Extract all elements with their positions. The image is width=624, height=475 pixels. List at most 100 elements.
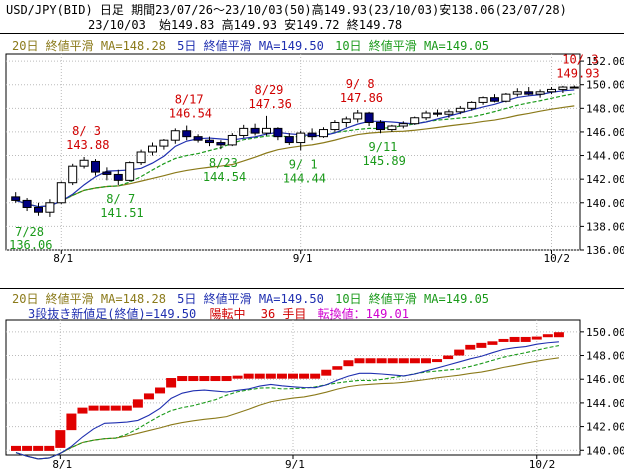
candle-body [170, 130, 180, 141]
tlb-brick-up [498, 338, 509, 342]
candle-body [433, 112, 442, 115]
tlb-brick-up [531, 336, 542, 340]
annotation-date: 8/17 [175, 93, 204, 107]
candle-body [11, 196, 21, 201]
tlb-brick-hold [299, 373, 310, 379]
tlb-brick-up [332, 366, 343, 370]
candle-body [319, 129, 328, 138]
tlb-brick-up [143, 393, 154, 400]
tlb-brick-hold [188, 376, 199, 382]
candle-body [353, 112, 363, 120]
candle-body [467, 101, 477, 109]
price-plot-frame [5, 53, 581, 251]
tlb-brick-hold [365, 358, 376, 364]
tlb-brick-up [343, 360, 354, 367]
tlb-brick-hold [520, 336, 531, 342]
annotation-date: 9/11 [369, 140, 398, 154]
tlb-tick-label: 146.00 [586, 373, 624, 386]
chart-title: USD/JPY(BID) 日足 期間23/07/26～23/10/03(50)高… [6, 3, 567, 17]
annotation-date: 9/ 1 [289, 157, 318, 171]
candle-body [364, 112, 374, 123]
line-count: 36 手目 [260, 307, 307, 321]
tlb-brick-hold [420, 358, 431, 364]
candle-body [376, 121, 385, 131]
candle-body [296, 132, 306, 144]
panel-separator [0, 288, 624, 289]
annotation-date: 8/ 3 [72, 124, 101, 138]
ma20-legend-bottom: 20日 終値平滑 MA=148.28 [12, 292, 166, 306]
candle-body [262, 127, 271, 134]
tlb-ma20-line [15, 357, 559, 460]
tlb-brick-up [487, 341, 498, 345]
tlb-brick-hold [265, 373, 276, 379]
tlb-brick-hold [398, 358, 409, 364]
annotation-value: 144.54 [203, 170, 246, 184]
tlb-brick-up [55, 430, 66, 448]
tlb-brick-up [321, 369, 332, 376]
tlb-brick-hold [88, 405, 99, 411]
trend-status: 陽転中 [209, 307, 246, 321]
candle-body [79, 159, 89, 167]
price-tick-label: 152.00 [586, 55, 624, 68]
tlb-brick-up [443, 355, 454, 360]
price-tick-label: 144.00 [586, 150, 624, 163]
annotation-value: 147.36 [249, 97, 292, 111]
candle-body [125, 162, 135, 181]
candle-body [91, 160, 100, 173]
tlb-brick-hold [310, 373, 321, 379]
candle-body [455, 107, 465, 113]
candle-body [250, 127, 260, 134]
annotation-value: 146.54 [169, 107, 212, 121]
price-tick-label: 150.00 [586, 79, 624, 92]
candle-body [205, 139, 214, 144]
candle-body [68, 165, 78, 184]
candle-body [45, 202, 55, 213]
candle-body [22, 199, 32, 208]
tlb-ma5-line [15, 341, 559, 460]
candle-body [501, 93, 511, 102]
three-line-legend: 3段抜き新値足(終値)=149.50 陽転中 36 手目 転換値：149.01 [28, 305, 409, 322]
tlb-brick-hold [110, 405, 121, 411]
candle-body [387, 125, 397, 131]
candle-body [478, 97, 488, 103]
tlb-brick-hold [276, 373, 287, 379]
candle-body [148, 145, 157, 153]
tlb-tick-label: 140.00 [586, 444, 624, 457]
annotation-value: 141.51 [100, 206, 143, 220]
annotation-value: 147.86 [340, 91, 383, 105]
candle-body [239, 127, 249, 136]
candle-body [444, 111, 454, 115]
annotation-value: 145.89 [363, 154, 406, 168]
annotation-value: 144.44 [283, 171, 326, 185]
tlb-ma10-line [15, 345, 560, 460]
annotation-date: 8/ 7 [106, 192, 135, 206]
price-tick-label: 138.00 [586, 220, 624, 233]
candle-body [535, 91, 545, 95]
candle-body [113, 173, 123, 181]
candle-body [330, 121, 340, 131]
tlb-brick-hold [33, 445, 44, 451]
ma20-legend: 20日 終値平滑 MA=148.28 [12, 39, 166, 53]
tlb-date-label: 8/1 [52, 458, 72, 471]
candle-body [490, 97, 499, 102]
candle-body [524, 91, 534, 95]
tlb-brick-hold [221, 376, 232, 382]
tlb-brick-hold [476, 342, 487, 348]
tlb-brick-hold [409, 358, 420, 364]
tlb-brick-hold [509, 336, 520, 342]
date-tick-label: 10/2 [544, 252, 571, 265]
ma20-line [15, 105, 575, 208]
tlb-brick-hold [99, 405, 110, 411]
annotation-date: 9/ 8 [346, 77, 375, 91]
tlb-tick-label: 142.00 [586, 421, 624, 434]
three-line-value: 3段抜き新値足(終値)=149.50 [28, 307, 197, 321]
candle-body [547, 88, 556, 93]
tlb-brick-up [432, 359, 443, 363]
candle-body [136, 151, 146, 164]
tlb-date-label: 9/1 [285, 458, 305, 471]
chart-header: USD/JPY(BID) 日足 期間23/07/26～23/10/03(50)高… [0, 0, 624, 34]
price-tick-label: 148.00 [586, 102, 624, 115]
tlb-brick-up [132, 399, 143, 408]
annotation-date: 8/29 [255, 83, 284, 97]
tlb-brick-up [77, 407, 88, 414]
